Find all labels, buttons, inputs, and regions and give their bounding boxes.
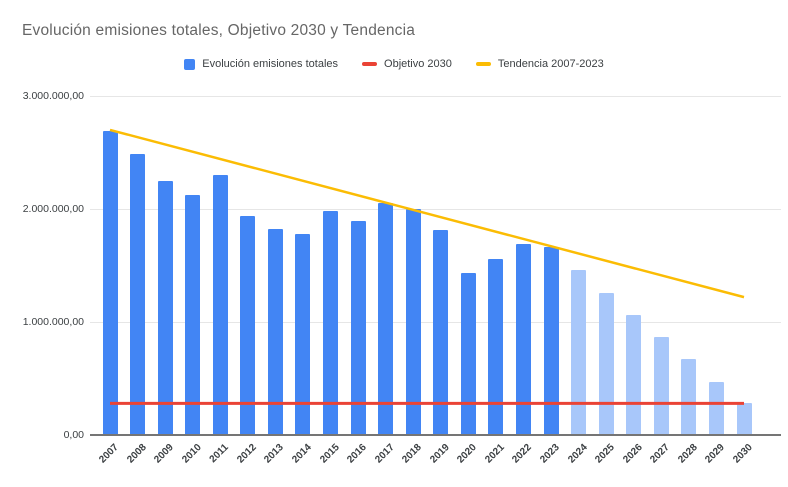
bar-2016[interactable] bbox=[350, 221, 366, 435]
bar-2010[interactable] bbox=[185, 195, 201, 435]
gridline-3000000 bbox=[90, 95, 781, 97]
legend-item-emisiones[interactable]: Evolución emisiones totales bbox=[184, 58, 338, 70]
bar-2030[interactable] bbox=[736, 403, 752, 435]
y-axis-label-1000000: 1.000.000,00 bbox=[22, 316, 84, 328]
bar-2025[interactable] bbox=[598, 292, 614, 435]
chart-title: Evolución emisiones totales, Objetivo 20… bbox=[22, 22, 416, 39]
legend-item-objetivo[interactable]: Objetivo 2030 bbox=[362, 58, 452, 70]
bar-2017[interactable] bbox=[378, 203, 394, 435]
bar-2012[interactable] bbox=[240, 215, 256, 435]
bar-2013[interactable] bbox=[267, 229, 283, 435]
tendencia-line-swatch-icon bbox=[475, 62, 491, 66]
bar-series-swatch-icon bbox=[184, 58, 196, 70]
y-axis-label-2000000: 2.000.000,00 bbox=[22, 203, 84, 215]
legend-label-tendencia: Tendencia 2007-2023 bbox=[497, 58, 604, 70]
bar-2015[interactable] bbox=[323, 211, 339, 435]
bar-2018[interactable] bbox=[405, 209, 421, 435]
bar-2027[interactable] bbox=[653, 336, 669, 435]
bar-2009[interactable] bbox=[157, 180, 173, 435]
x-axis-baseline bbox=[90, 434, 781, 436]
legend-item-tendencia[interactable]: Tendencia 2007-2023 bbox=[475, 58, 604, 70]
bar-2029[interactable] bbox=[708, 381, 724, 435]
bar-2011[interactable] bbox=[212, 175, 228, 435]
x-axis-label-2007: 2007 bbox=[97, 442, 121, 466]
x-axis-label-2014: 2014 bbox=[290, 442, 314, 466]
bar-2020[interactable] bbox=[460, 273, 476, 435]
bar-2028[interactable] bbox=[681, 359, 697, 435]
legend-label-emisiones: Evolución emisiones totales bbox=[202, 58, 339, 70]
tendencia-line bbox=[109, 128, 745, 299]
bar-2023[interactable] bbox=[543, 247, 559, 435]
x-axis-label-2030: 2030 bbox=[731, 442, 755, 466]
legend-label-objetivo: Objetivo 2030 bbox=[384, 58, 452, 70]
y-axis-label-3000000: 3.000.000,00 bbox=[22, 90, 84, 102]
bar-2021[interactable] bbox=[488, 258, 504, 435]
legend: Evolución emisiones totales Objetivo 203… bbox=[0, 58, 788, 70]
bar-2014[interactable] bbox=[295, 233, 311, 435]
bar-2019[interactable] bbox=[433, 230, 449, 435]
bar-2022[interactable] bbox=[515, 244, 531, 435]
x-axis-label-2023: 2023 bbox=[538, 442, 562, 466]
bar-2024[interactable] bbox=[571, 270, 587, 435]
bar-2007[interactable] bbox=[102, 131, 118, 435]
bar-2026[interactable] bbox=[626, 315, 642, 435]
bar-2008[interactable] bbox=[130, 153, 146, 435]
objetivo-line-swatch-icon bbox=[362, 62, 378, 66]
y-axis-label-0: 0,00 bbox=[63, 429, 84, 441]
